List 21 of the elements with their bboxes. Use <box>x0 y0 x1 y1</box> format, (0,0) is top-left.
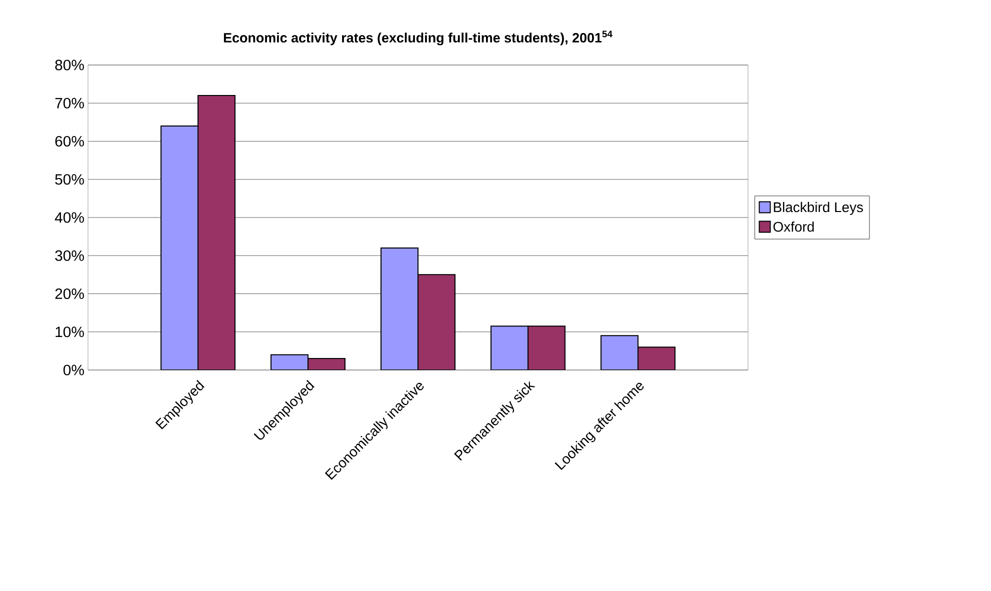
bar <box>270 354 308 370</box>
legend-label: Blackbird Leys <box>774 202 863 215</box>
y-tick-label: 30% <box>55 250 84 261</box>
bar <box>600 335 638 370</box>
y-tick-label: 50% <box>55 174 84 185</box>
bar <box>528 326 566 370</box>
bar <box>490 326 528 370</box>
bar <box>161 126 198 370</box>
y-tick-label: 70% <box>55 98 84 108</box>
y-tick-label: 80% <box>55 60 84 70</box>
y-tick-label: 20% <box>55 288 84 300</box>
bar <box>198 96 235 370</box>
chart-title: Economic activity rates (excluding full-time students), 2001$^{54}$ <box>224 30 612 46</box>
legend-label: Oxford <box>773 221 814 232</box>
bar <box>638 346 676 370</box>
bar <box>380 248 418 370</box>
y-tick-label: 0% <box>63 364 84 376</box>
y-tick-label: 10% <box>56 326 84 338</box>
y-tick-label: 40% <box>54 212 84 223</box>
bar <box>418 274 456 370</box>
y-tick-label: 60% <box>55 136 84 147</box>
